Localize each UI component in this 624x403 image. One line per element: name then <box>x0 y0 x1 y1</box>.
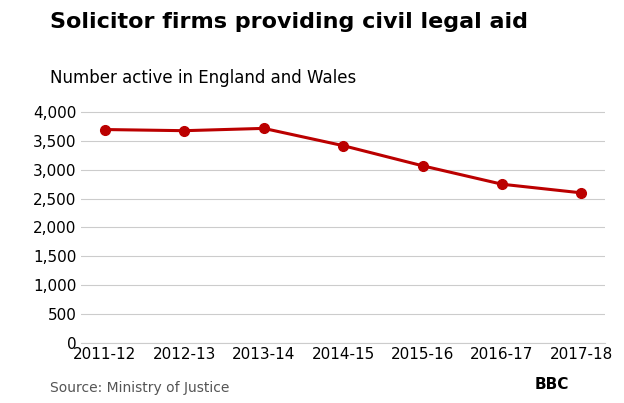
Text: Number active in England and Wales: Number active in England and Wales <box>50 69 356 87</box>
Text: Source: Ministry of Justice: Source: Ministry of Justice <box>50 381 229 395</box>
Text: BBC: BBC <box>535 377 570 393</box>
Text: Solicitor firms providing civil legal aid: Solicitor firms providing civil legal ai… <box>50 12 528 32</box>
